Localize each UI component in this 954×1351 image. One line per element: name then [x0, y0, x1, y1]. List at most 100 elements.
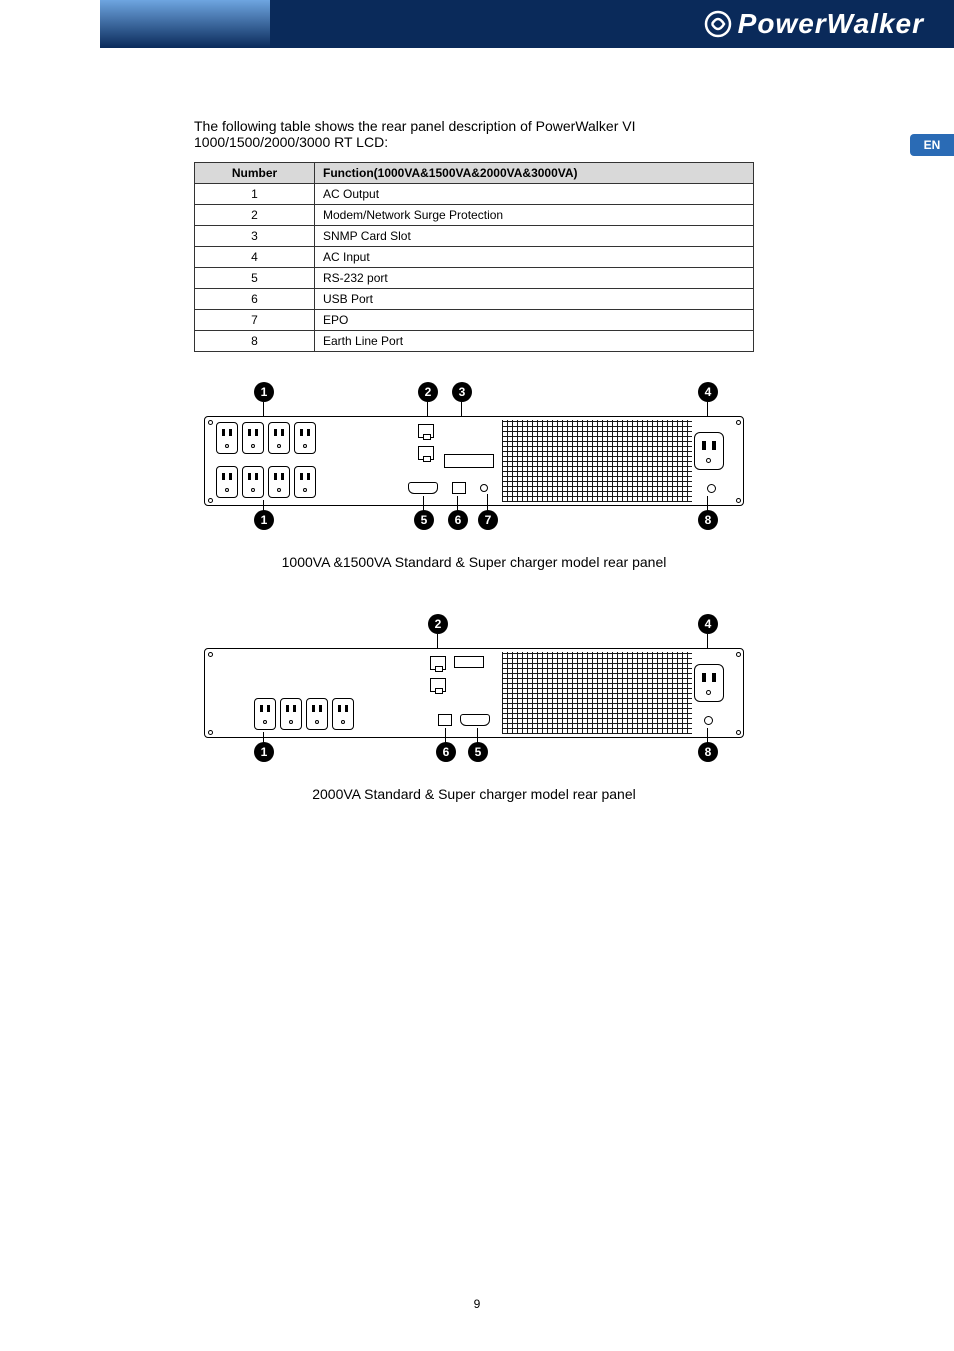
table-cell: Earth Line Port [315, 331, 754, 352]
table-cell: 4 [195, 247, 315, 268]
earth-port [704, 716, 713, 725]
intro-paragraph: The following table shows the rear panel… [194, 118, 754, 150]
brand-text: PowerWalker [738, 8, 924, 40]
usb-port [438, 714, 452, 726]
brand-icon [704, 10, 732, 38]
figure-1: 1 2 3 4 [194, 388, 854, 570]
table-col-number: Number [195, 163, 315, 184]
table-row: 3SNMP Card Slot [195, 226, 754, 247]
screw [736, 730, 741, 735]
rj45-in [430, 656, 446, 670]
table-col-function: Function(1000VA&1500VA&2000VA&3000VA) [315, 163, 754, 184]
rj45-in [418, 424, 434, 438]
table-cell: USB Port [315, 289, 754, 310]
callout-1-bot: 1 [254, 510, 274, 530]
table-cell: SNMP Card Slot [315, 226, 754, 247]
iec-outlet [216, 466, 238, 498]
page-number: 9 [0, 1297, 954, 1311]
ac-output-row-top [216, 422, 316, 454]
header-left-pad [0, 0, 100, 48]
iec-outlet [268, 422, 290, 454]
screw [208, 420, 213, 425]
callout-5-bot: 5 [414, 510, 434, 530]
page-content: The following table shows the rear panel… [0, 48, 954, 802]
ventilation-grille [502, 420, 692, 502]
callout-4-top: 4 [698, 382, 718, 402]
brand-logo: PowerWalker [704, 8, 924, 40]
rs232-port [408, 482, 438, 494]
lead [445, 728, 446, 744]
language-tab-label: EN [924, 138, 941, 152]
language-tab: EN [910, 134, 954, 156]
table-cell: 5 [195, 268, 315, 289]
lead [707, 496, 708, 512]
table-row: 5RS-232 port [195, 268, 754, 289]
table-row: 2Modem/Network Surge Protection [195, 205, 754, 226]
iec-outlet [242, 422, 264, 454]
table-cell: 7 [195, 310, 315, 331]
epo-port [480, 484, 488, 492]
table-cell: AC Output [315, 184, 754, 205]
iec-outlet [254, 698, 276, 730]
iec-outlet [216, 422, 238, 454]
rj45-out [418, 446, 434, 460]
table-cell: 1 [195, 184, 315, 205]
screw [208, 652, 213, 657]
table-cell: Modem/Network Surge Protection [315, 205, 754, 226]
screw [208, 730, 213, 735]
table-cell: AC Input [315, 247, 754, 268]
iec-outlet [294, 466, 316, 498]
table-row: 7EPO [195, 310, 754, 331]
ventilation-grille [502, 652, 692, 734]
table-cell: 2 [195, 205, 315, 226]
ac-input-socket [694, 432, 724, 470]
table-cell: EPO [315, 310, 754, 331]
screw [208, 498, 213, 503]
snmp-card-slot [454, 656, 484, 668]
iec-outlet [294, 422, 316, 454]
callout-8-bot: 8 [698, 510, 718, 530]
lead [477, 728, 478, 744]
header-gradient-block [100, 0, 270, 48]
callout-4-top: 4 [698, 614, 718, 634]
lead [457, 496, 458, 512]
figure-2: 2 4 1 6 5 [194, 620, 854, 802]
lead [263, 732, 264, 744]
callout-1-bot: 1 [254, 742, 274, 762]
screw [736, 420, 741, 425]
ac-output-row-bottom [216, 466, 316, 498]
rs232-port [460, 714, 490, 726]
iec-outlet [306, 698, 328, 730]
table-cell: 3 [195, 226, 315, 247]
callout-1-top: 1 [254, 382, 274, 402]
callout-6-bot: 6 [448, 510, 468, 530]
callout-7-bot: 7 [478, 510, 498, 530]
figure-1-caption: 1000VA &1500VA Standard & Super charger … [194, 554, 754, 570]
iec-outlet [280, 698, 302, 730]
table-row: 8Earth Line Port [195, 331, 754, 352]
table-cell: RS-232 port [315, 268, 754, 289]
lead [263, 500, 264, 512]
screw [736, 652, 741, 657]
callout-8-bot: 8 [698, 742, 718, 762]
lead [487, 494, 488, 512]
iec-outlet [268, 466, 290, 498]
rear-panel-1000-1500: 1 2 3 4 [194, 388, 754, 518]
table-row: 4AC Input [195, 247, 754, 268]
table-cell: 6 [195, 289, 315, 310]
rear-panel-2000: 2 4 1 6 5 [194, 620, 754, 750]
lead [423, 496, 424, 512]
rj45-out [430, 678, 446, 692]
screw [736, 498, 741, 503]
lead [707, 728, 708, 744]
reference-table: Number Function(1000VA&1500VA&2000VA&300… [194, 162, 754, 352]
table-row: 6USB Port [195, 289, 754, 310]
usb-port [452, 482, 466, 494]
earth-port [707, 484, 716, 493]
ac-output-row [254, 698, 354, 730]
callout-2-top: 2 [418, 382, 438, 402]
ac-input-socket [694, 664, 724, 702]
iec-outlet [332, 698, 354, 730]
callout-6-bot: 6 [436, 742, 456, 762]
snmp-card-slot [444, 454, 494, 468]
